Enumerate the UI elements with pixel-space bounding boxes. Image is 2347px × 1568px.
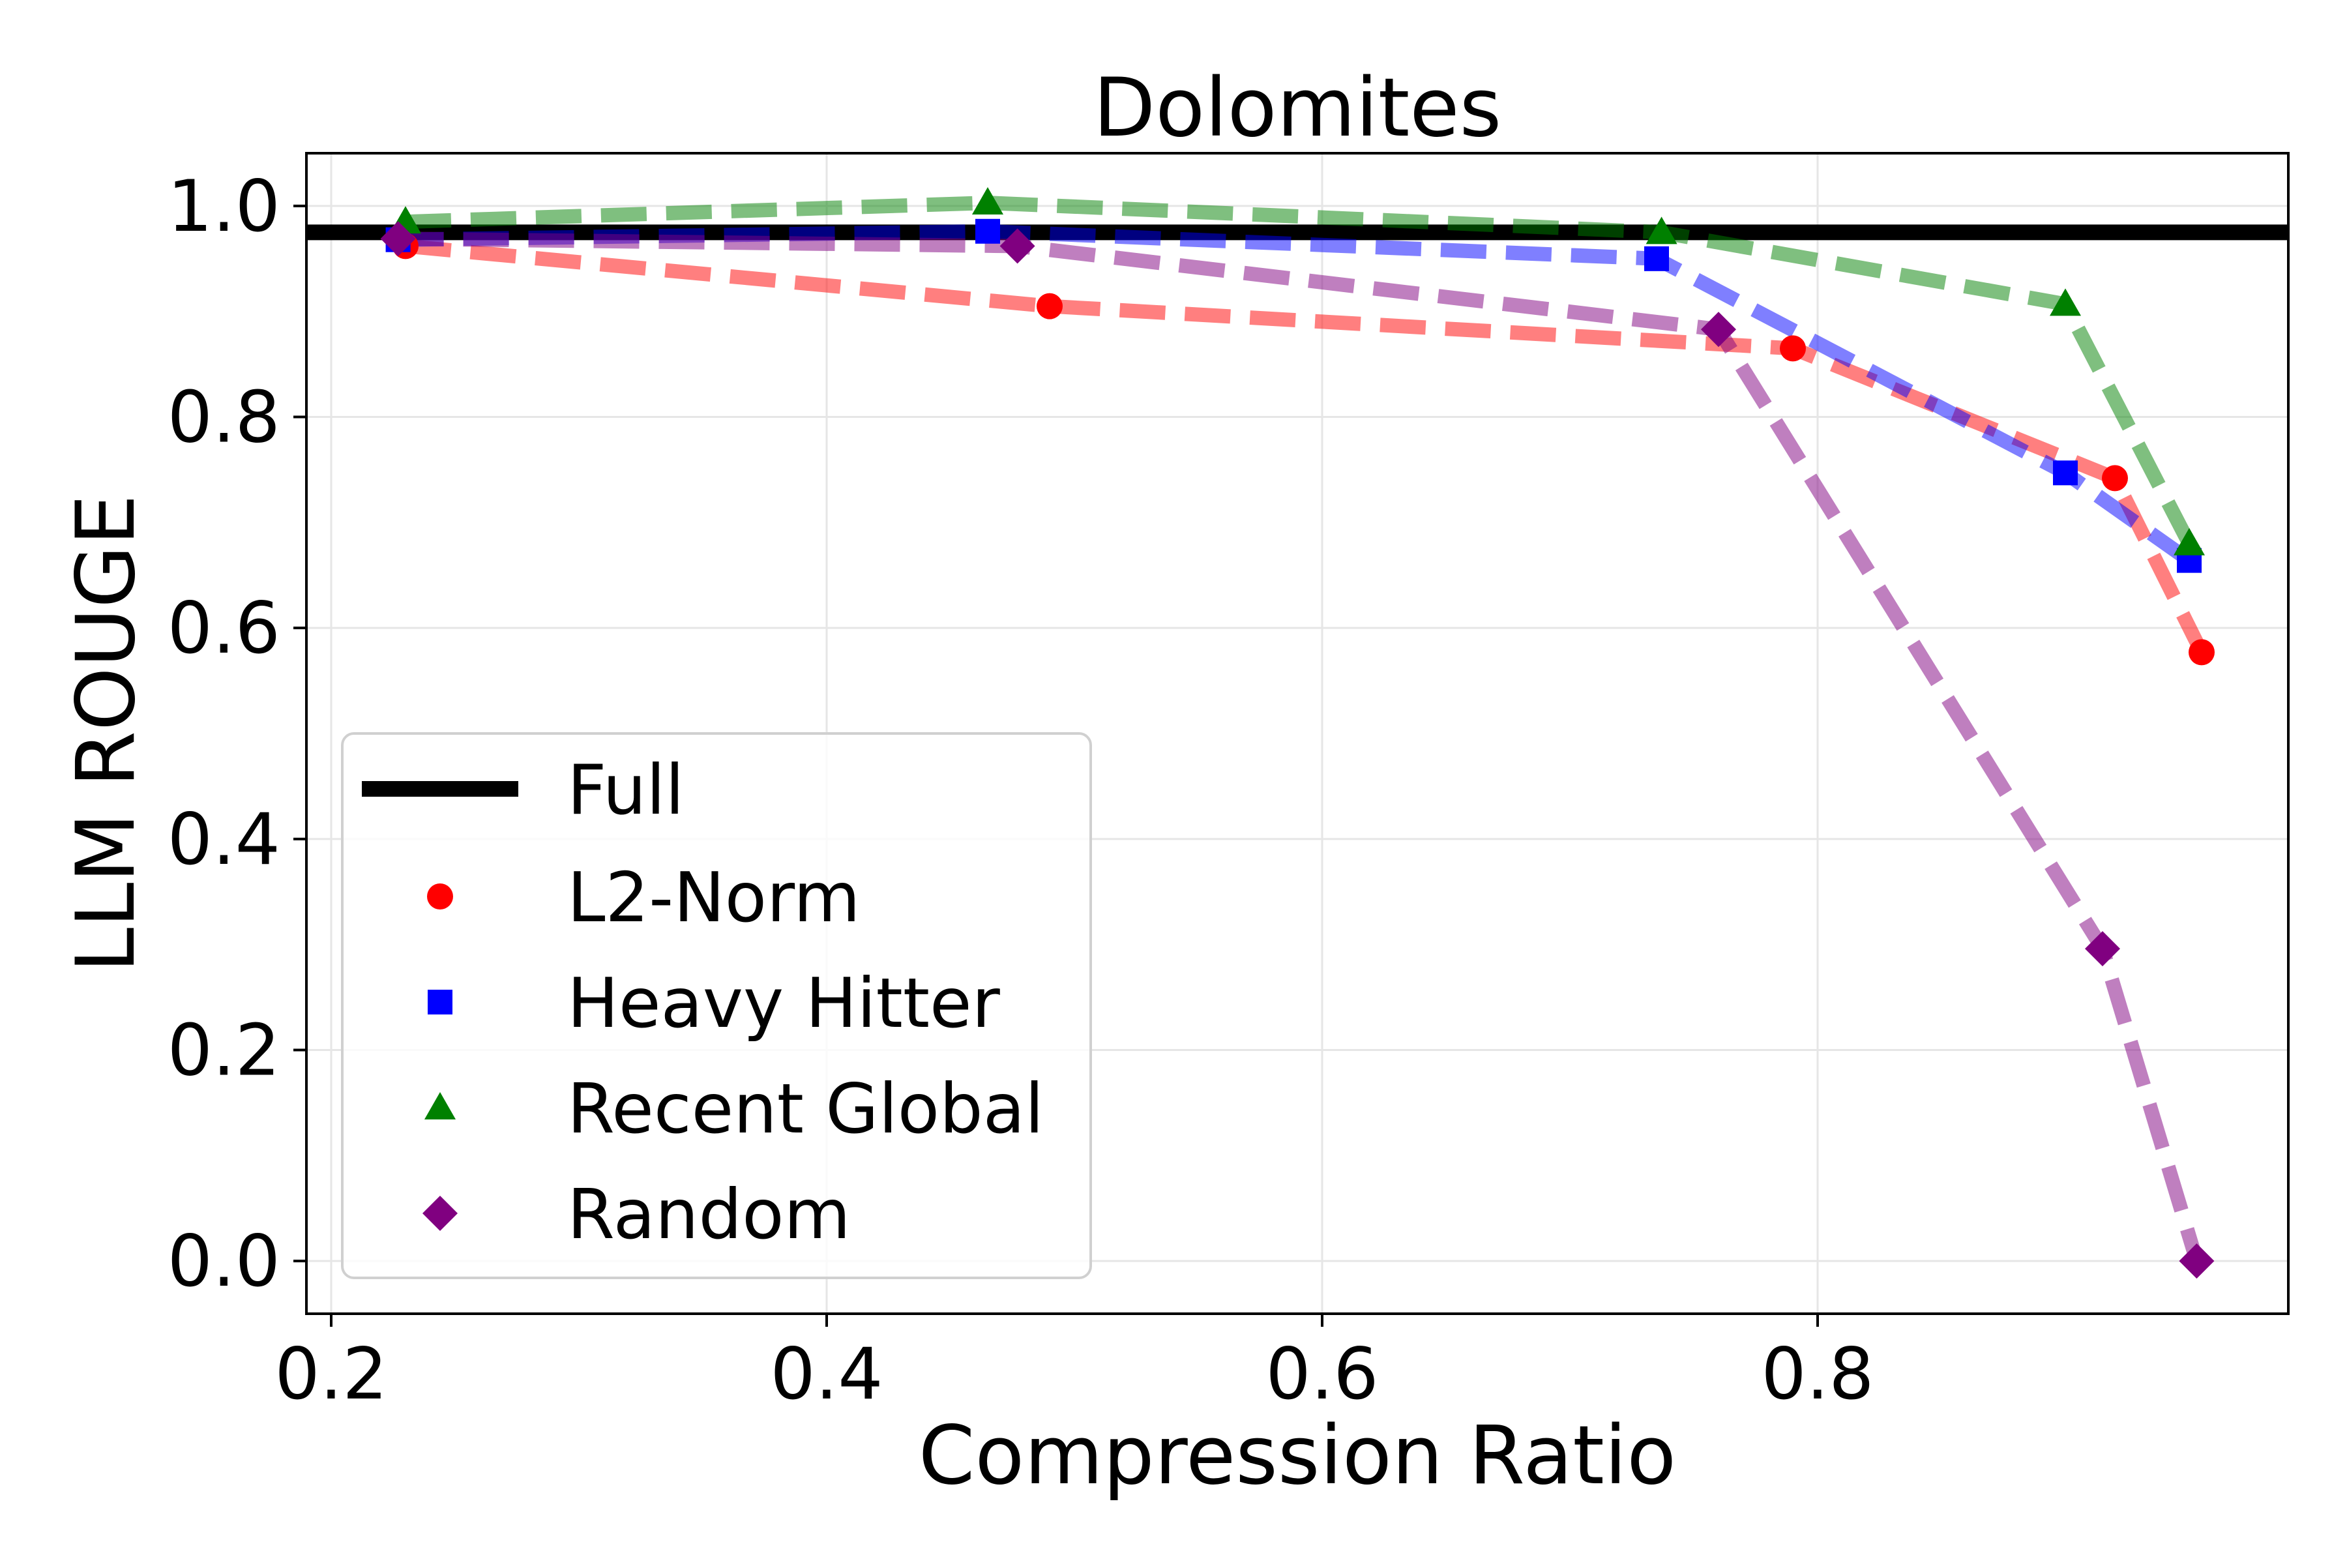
legend-label: Full: [567, 750, 685, 830]
legend-label: Heavy Hitter: [567, 964, 1001, 1043]
legend-swatch: [422, 1196, 458, 1231]
data-point: [2085, 931, 2120, 967]
data-point: [2179, 1243, 2215, 1279]
plot-frame: [305, 152, 2290, 1315]
series-line: [405, 196, 2196, 547]
legend-box: [341, 732, 1092, 1279]
x-tick-label: 0.8: [1761, 1333, 1874, 1415]
data-point: [2174, 527, 2205, 555]
data-point: [1037, 293, 1063, 319]
axis-ticks: 0.2 0.4 0.6 0.8 0.0 0.2 0.4 0.6 0.8 1.0: [168, 165, 1874, 1415]
data-point: [972, 187, 1003, 215]
y-tick-label: 0.0: [168, 1220, 280, 1303]
data-point: [1780, 335, 1806, 362]
data-point: [999, 228, 1035, 264]
x-tick-label: 0.4: [770, 1333, 883, 1415]
data-point: [2050, 288, 2081, 316]
y-tick-label: 0.4: [168, 798, 280, 881]
legend-label: L2-Norm: [567, 858, 861, 938]
legend-label: Random: [567, 1175, 851, 1254]
data-point: [2053, 460, 2078, 486]
x-axis-label: Compression Ratio: [919, 1409, 1676, 1503]
y-tick-label: 0.6: [168, 587, 280, 670]
data-point: [975, 218, 1000, 244]
y-axis-label: LLM ROUGE: [59, 494, 153, 973]
legend-swatch: [427, 883, 453, 910]
legend-swatch: [424, 1092, 456, 1119]
data-point: [1646, 216, 1677, 244]
legend-swatch: [428, 990, 452, 1014]
y-tick-label: 0.8: [168, 376, 280, 459]
data-point: [380, 221, 416, 257]
legend: Full L2-Norm Heavy Hitter Recent Global Rand…: [341, 732, 1092, 1279]
legend-label: Recent Global: [567, 1069, 1044, 1149]
y-tick-label: 1.0: [168, 165, 280, 248]
data-point: [1644, 246, 1669, 271]
chart-title: Dolomites: [1093, 61, 1501, 155]
x-tick-label: 0.2: [274, 1333, 387, 1415]
data-point: [2189, 639, 2215, 666]
plot-area: [306, 187, 2288, 1279]
legend-items: Full L2-Norm Heavy Hitter Recent Global Rand…: [362, 750, 1044, 1254]
data-point: [1701, 312, 1736, 348]
y-tick-label: 0.2: [168, 1009, 280, 1091]
x-tick-label: 0.6: [1265, 1333, 1378, 1415]
data-point: [2102, 465, 2128, 492]
series-line: [404, 239, 2208, 656]
